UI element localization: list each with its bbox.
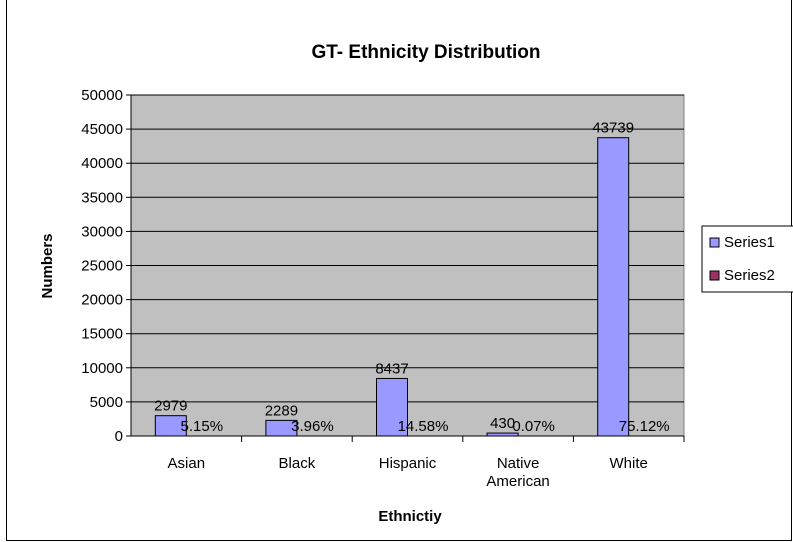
data-label-series1: 8437 <box>375 360 408 377</box>
bar-series1 <box>486 432 519 437</box>
x-tick-label: Native <box>497 455 540 472</box>
x-tick-label: American <box>486 473 549 490</box>
data-label-series2: 0.07% <box>512 418 555 435</box>
plot-area: 0 5000 10000 15000 20000 25000 30000 35000 40000… <box>81 87 685 490</box>
y-tick-label: 30000 <box>81 223 123 240</box>
data-label-series2: 5.15% <box>181 418 224 435</box>
x-axis-label: Ethnictiy <box>378 508 442 525</box>
x-tick-label: Asian <box>168 455 206 472</box>
data-label-series1: 2979 <box>154 398 187 415</box>
legend-swatch <box>709 270 720 281</box>
y-tick-label: 35000 <box>81 189 123 206</box>
y-tick-label: 50000 <box>81 87 123 104</box>
y-tick-label: 25000 <box>81 258 123 275</box>
x-tick-label: White <box>610 455 648 472</box>
y-tick-label: 15000 <box>81 326 123 343</box>
bar-series1 <box>265 419 298 437</box>
legend-box <box>701 225 793 293</box>
bar-series1 <box>376 377 408 437</box>
chart-title: GT- Ethnicity Distribution <box>311 42 540 63</box>
y-tick-label: 40000 <box>81 155 123 172</box>
y-tick-label: 10000 <box>81 360 123 377</box>
data-label-series2: 75.12% <box>619 418 670 435</box>
y-tick-label: 20000 <box>81 292 123 309</box>
y-tick-label: 45000 <box>81 121 123 138</box>
data-label-series1: 2289 <box>265 402 298 419</box>
bar-series1 <box>597 137 630 437</box>
y-tick-label: 5000 <box>90 394 123 411</box>
legend-swatch <box>709 237 720 248</box>
data-label-series2: 3.96% <box>291 418 334 435</box>
data-label-series1: 43739 <box>592 120 634 137</box>
bar-series1 <box>154 415 187 437</box>
legend: Series1 Series2 <box>701 225 793 293</box>
x-tick-label: Hispanic <box>379 455 437 472</box>
y-axis-label: Numbers <box>39 233 56 298</box>
data-label-series2: 14.58% <box>398 418 449 435</box>
x-tick-label: Black <box>279 455 316 472</box>
y-tick-label: 0 <box>115 428 123 445</box>
legend-label: Series1 <box>724 234 775 251</box>
data-label-series1: 430 <box>490 415 515 432</box>
legend-label: Series2 <box>724 267 775 284</box>
